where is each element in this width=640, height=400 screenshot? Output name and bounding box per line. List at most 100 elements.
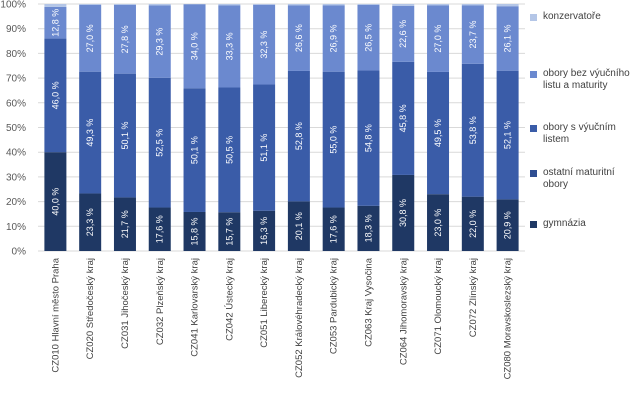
bar-segment [183,88,206,212]
data-label: 52,8 % [294,122,304,150]
bar-segment [44,6,67,39]
data-label: 53,8 % [468,116,478,144]
legend-item: obory s výučním listem [530,122,639,146]
data-label: 17,6 % [155,215,165,243]
bar-segment [461,5,484,64]
legend-swatch [530,221,537,228]
bar-segment [287,201,310,251]
data-label: 26,5 % [363,24,373,52]
data-label: 54,8 % [363,124,373,152]
data-label: 29,3 % [155,28,165,56]
data-label: 22,6 % [398,20,408,48]
legend-item: konzervatoře [530,11,639,23]
bar-segment [392,61,415,175]
y-axis-ticks: 0% 10% 20% 30% 40% 50% 60% 70% 80% 90% 100% [0,0,26,258]
legend-label: obory s výučním listem [543,122,616,145]
data-label: 27,8 % [120,25,130,53]
legend: konzervatoře obory bez výučního listu a m… [530,0,638,260]
data-label: 50,5 % [224,136,234,164]
bar-segment [44,38,67,153]
y-tick-label: 10% [6,222,26,233]
x-tick-label: CZ031 Jihočeský kraj [120,258,131,349]
data-label: 51,1 % [259,134,269,162]
bar-segment [357,205,380,251]
bar-segment [44,152,67,251]
bar-segment [253,210,276,251]
bar-segment [357,4,380,5]
y-tick-label: 40% [6,148,26,159]
bar-segment [79,4,102,72]
x-tick-label: CZ020 Středočeský kraj [85,258,96,359]
x-tick-label: CZ041 Karlovarský kraj [190,258,201,357]
legend-swatch [530,125,537,132]
legend-label: obory bez výučního listu a maturity [543,68,630,91]
bar-segment [461,63,484,197]
data-label: 17,6 % [329,215,339,243]
data-label: 45,8 % [398,104,408,132]
y-tick-label: 0% [12,247,27,258]
bar-segment [427,71,450,195]
bar-segment [287,5,310,71]
data-label: 15,8 % [190,217,200,245]
bar-segment [427,5,450,72]
bar-segment [218,87,241,213]
bar-segment [427,4,450,6]
legend-item: ostatní maturitní obory [530,167,639,191]
y-tick-label: 30% [6,172,26,183]
bar-segment [113,197,136,251]
data-label: 52,1 % [503,121,513,149]
data-label: 26,6 % [294,24,304,52]
legend-item: gymnázia [530,218,639,230]
legend-label: konzervatoře [543,11,601,22]
bar-segment [496,4,519,7]
bar-segment [148,4,171,6]
x-tick-label: CZ051 Liberecký kraj [259,258,270,348]
data-label: 15,7 % [224,218,234,246]
bar-segment [496,199,519,251]
data-label: 33,3 % [224,32,234,60]
bar-segment [113,73,136,198]
data-label: 30,8 % [398,199,408,227]
bar-segment [113,4,136,5]
x-tick-label: CZ080 Moravskoslezský kraj [503,258,514,379]
data-label: 52,5 % [155,129,165,157]
bar-segment [287,4,310,6]
y-tick-label: 90% [6,24,26,35]
y-tick-label: 60% [6,98,26,109]
y-tick-label: 50% [6,123,26,134]
x-tick-label: CZ064 Jihomoravský kraj [398,258,409,365]
data-label: 34,0 % [190,32,200,60]
bar-segment [322,4,345,6]
data-label: 50,1 % [120,122,130,150]
bar-segment [44,4,67,7]
data-label: 26,1 % [503,24,513,52]
data-label: 50,1 % [190,136,200,164]
legend-item: obory bez výučního listu a maturity [530,68,639,92]
bar-segment [461,196,484,251]
bar-segment [148,5,171,78]
bar-segment [322,5,345,72]
x-tick-label: CZ053 Pardubický kraj [329,258,340,354]
legend-label: gymnázia [543,218,586,229]
bar-segment [218,5,241,88]
x-tick-label: CZ010 Hlavní město Praha [50,257,61,372]
x-tick-label: CZ063 Kraj Vysočina [363,257,374,347]
bar-segment [79,71,102,194]
bar-segment [148,77,171,208]
bar-segment [357,4,380,71]
bar-segment [218,212,241,251]
bar-segment [496,6,519,71]
legend-swatch [530,71,537,78]
bar-segment [322,207,345,251]
data-label: 46,0 % [50,81,60,109]
legend-swatch [530,14,537,21]
legend-swatch [530,170,537,177]
bar-segment [113,4,136,74]
bar-segment [79,193,102,251]
x-tick-label: CZ032 Plzeňský kraj [155,258,166,345]
data-label: 26,9 % [329,24,339,52]
gridlines [38,3,525,252]
bar-segment [253,4,276,85]
bars: 40,0 % 46,0 % 12,8 % 23,3 % 49,3 % 27,0 % 21,7… [44,4,519,251]
data-label: 20,9 % [503,211,513,239]
